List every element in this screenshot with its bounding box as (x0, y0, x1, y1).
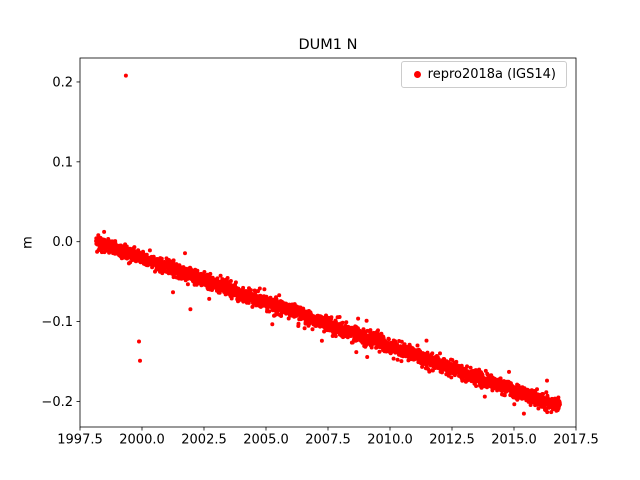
x-tick-label: 2012.5 (429, 433, 475, 448)
legend-label: repro2018a (IGS14) (427, 67, 556, 82)
chart-title: DUM1 N (298, 37, 358, 53)
x-tick-label: 2002.5 (181, 433, 227, 448)
legend: repro2018a (IGS14) (400, 61, 567, 88)
outlier-point (138, 358, 142, 363)
x-tick-label: 2010.0 (367, 433, 413, 448)
y-tick-label: −0.2 (41, 395, 73, 410)
scatter-series (94, 73, 562, 416)
x-tick-label: 2017.5 (553, 433, 599, 448)
y-tick-label: 0.1 (52, 155, 73, 170)
legend-marker-icon (413, 71, 421, 78)
x-tick-label: 2015.0 (491, 433, 537, 448)
y-tick-label: 0.2 (52, 75, 73, 90)
x-tick-label: 2005.0 (243, 433, 289, 448)
x-tick-label: 1997.5 (57, 433, 103, 448)
y-tick-label: −0.1 (41, 315, 73, 330)
x-tick-label: 2007.5 (305, 433, 351, 448)
outlier-point (137, 339, 141, 344)
x-tick-label: 2000.0 (119, 433, 165, 448)
outlier-point (123, 73, 128, 78)
y-tick-label: 0.0 (52, 235, 73, 250)
axes-box (79, 57, 577, 428)
